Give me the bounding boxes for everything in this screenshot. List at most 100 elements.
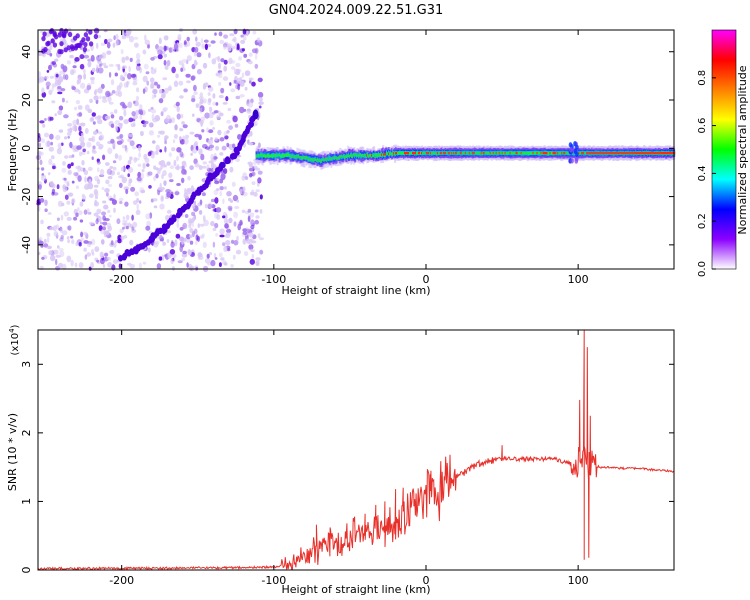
noise-point <box>110 114 115 119</box>
arc-point <box>171 214 177 221</box>
noise-point <box>115 33 119 40</box>
noise-point <box>241 48 245 52</box>
noise-point <box>158 161 162 166</box>
noise-point <box>194 133 200 138</box>
noise-point <box>118 182 123 189</box>
noise-point <box>133 100 136 104</box>
noise-point <box>241 209 246 213</box>
noise-point <box>136 203 139 210</box>
arc-track <box>118 109 259 262</box>
noise-point <box>144 39 150 46</box>
noise-point <box>121 105 127 111</box>
noise-point <box>108 63 114 67</box>
noise-point <box>78 111 83 117</box>
noise-point <box>58 129 64 133</box>
noise-point <box>48 250 53 256</box>
noise-point <box>66 200 71 205</box>
noise-point <box>127 173 130 178</box>
noise-point <box>130 186 136 192</box>
noise-point <box>53 231 59 237</box>
noise-point <box>247 60 253 65</box>
noise-point <box>88 137 94 142</box>
noise-point <box>164 141 168 145</box>
noise-point <box>42 31 47 37</box>
noise-point <box>118 197 124 202</box>
noise-point <box>50 38 55 44</box>
noise-point <box>218 73 223 79</box>
noise-point <box>81 159 85 166</box>
noise-point <box>77 77 82 84</box>
noise-point <box>104 252 109 257</box>
noise-point <box>58 105 64 111</box>
noise-point <box>215 72 221 77</box>
snr-scale-label: (x104) <box>8 324 21 355</box>
noise-point <box>222 215 226 219</box>
noise-point <box>46 232 51 237</box>
noise-point <box>210 40 216 44</box>
colorbar-tick-label: 0.4 <box>697 165 708 181</box>
noise-point <box>67 192 74 197</box>
noise-point <box>46 85 50 90</box>
noise-point <box>70 162 74 167</box>
noise-point <box>247 101 254 108</box>
noise-point <box>196 68 202 75</box>
noise-point <box>153 81 158 86</box>
noise-point <box>46 40 51 46</box>
noise-point <box>124 201 129 207</box>
noise-point <box>251 81 256 87</box>
noise-point <box>72 125 77 132</box>
noise-point <box>99 95 102 100</box>
y-tick-label: 20 <box>20 93 33 107</box>
noise-point <box>179 151 184 158</box>
noise-point <box>220 58 225 63</box>
noise-point <box>111 90 116 94</box>
noise-point <box>81 151 86 155</box>
noise-point <box>217 110 221 115</box>
noise-point <box>219 71 223 75</box>
noise-point <box>223 44 227 50</box>
noise-point <box>156 84 161 89</box>
signal-disturbance <box>575 151 579 158</box>
noise-point <box>233 239 239 246</box>
noise-point <box>201 129 205 133</box>
noise-point <box>249 191 255 196</box>
noise-point <box>227 205 233 211</box>
noise-point <box>40 167 45 171</box>
noise-point <box>62 65 68 73</box>
noise-point <box>225 96 229 102</box>
noise-point <box>38 76 45 83</box>
noise-point <box>79 136 85 143</box>
noise-point <box>176 222 180 228</box>
y-tick-label: 1 <box>20 498 33 505</box>
noise-point <box>55 258 58 266</box>
noise-point <box>229 166 234 173</box>
noise-point <box>133 78 138 82</box>
noise-point <box>208 106 213 113</box>
noise-point <box>115 39 119 46</box>
noise-point <box>157 49 163 55</box>
noise-point <box>73 172 79 177</box>
noise-point <box>107 38 113 43</box>
noise-point <box>228 197 232 202</box>
noise-point <box>121 56 126 64</box>
noise-point <box>233 68 239 75</box>
noise-point <box>49 180 54 187</box>
noise-point <box>213 163 217 170</box>
noise-point <box>128 117 134 123</box>
noise-point <box>167 230 172 234</box>
noise-point <box>258 105 262 109</box>
noise-point <box>74 57 80 62</box>
noise-point <box>214 257 218 260</box>
noise-point <box>117 64 121 71</box>
noise-point <box>245 238 251 244</box>
noise-point <box>42 123 46 128</box>
snr-series-line <box>37 329 675 571</box>
noise-point <box>127 166 134 173</box>
noise-point <box>217 62 222 70</box>
noise-point <box>156 117 160 121</box>
noise-point <box>201 192 206 197</box>
noise-point <box>114 153 119 159</box>
noise-point <box>179 137 183 141</box>
noise-point <box>80 122 86 127</box>
noise-point <box>223 34 229 39</box>
